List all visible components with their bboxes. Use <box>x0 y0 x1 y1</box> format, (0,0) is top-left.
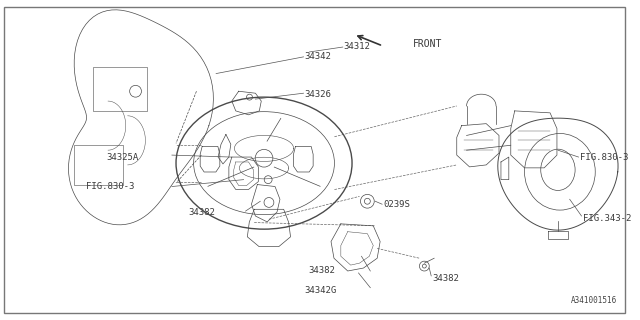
Text: 34342: 34342 <box>305 52 332 61</box>
Text: 34382: 34382 <box>189 208 216 217</box>
Text: FIG.830-3: FIG.830-3 <box>580 153 628 162</box>
Bar <box>93 67 147 111</box>
Bar <box>74 145 123 185</box>
Text: 34325A: 34325A <box>106 153 138 162</box>
Text: 34382: 34382 <box>308 267 335 276</box>
Text: 34312: 34312 <box>344 42 371 51</box>
Text: FIG.830-3: FIG.830-3 <box>86 182 135 191</box>
Text: 0239S: 0239S <box>383 200 410 209</box>
Text: A341001516: A341001516 <box>571 296 617 305</box>
Text: 34326: 34326 <box>305 90 332 99</box>
Text: FIG.343-2: FIG.343-2 <box>584 214 632 223</box>
Text: 34342G: 34342G <box>305 286 337 295</box>
Text: FRONT: FRONT <box>413 39 442 49</box>
Text: 34382: 34382 <box>432 274 459 283</box>
